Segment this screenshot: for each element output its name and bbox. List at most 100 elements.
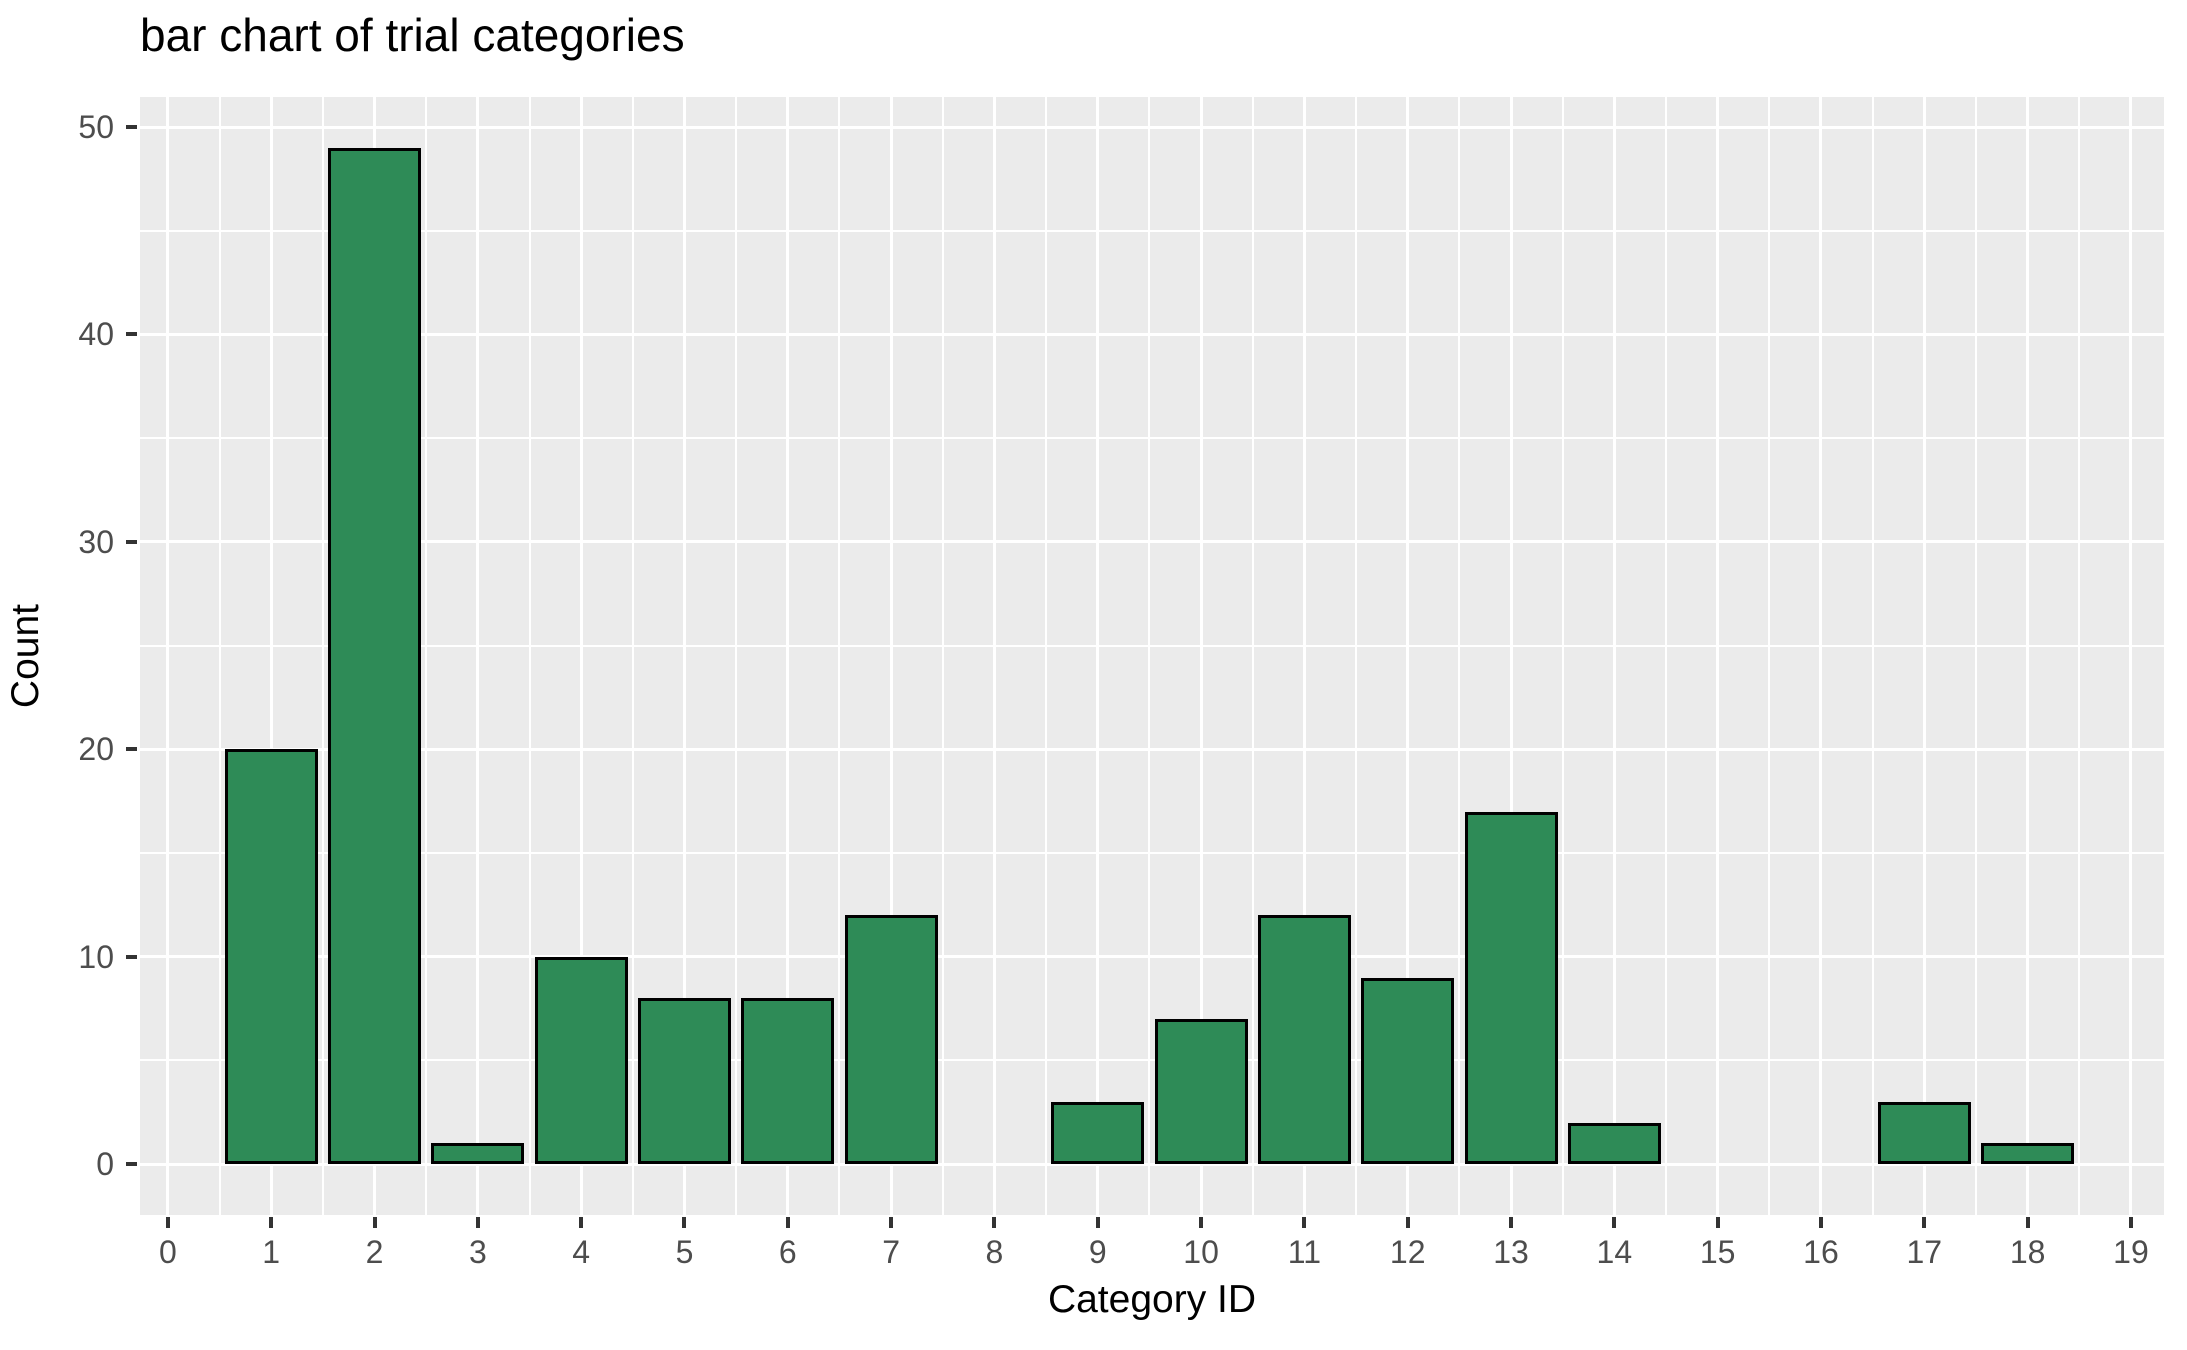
plot-title: bar chart of trial categories	[140, 9, 685, 61]
x-gridline-major	[786, 97, 790, 1215]
x-gridline-major	[476, 97, 480, 1215]
bar-category-9	[1051, 1101, 1145, 1165]
y-tick-label: 20	[78, 731, 114, 768]
x-gridline-major	[1509, 97, 1513, 1215]
y-tick-label: 40	[78, 316, 114, 353]
x-gridline-major	[682, 97, 686, 1215]
x-tick-mark	[165, 1217, 170, 1228]
y-axis-title-wrap: Count	[2, 97, 50, 1215]
x-tick-label: 1	[262, 1234, 281, 1270]
x-gridline-major	[992, 97, 996, 1215]
x-gridline-minor	[425, 97, 428, 1215]
y-tick-mark	[126, 125, 137, 130]
x-gridline-major	[1819, 97, 1823, 1215]
x-tick-mark	[682, 1217, 687, 1228]
x-gridline-minor	[528, 97, 531, 1215]
y-gridline-minor	[140, 1059, 2164, 1062]
x-gridline-major	[2026, 97, 2030, 1215]
x-gridline-major	[269, 97, 273, 1215]
x-gridline-major	[1302, 97, 1306, 1215]
x-tick-mark	[1405, 1217, 1410, 1228]
x-tick-mark	[1818, 1217, 1823, 1228]
y-gridline-major	[140, 747, 2164, 751]
bar-category-2	[328, 147, 422, 1165]
x-gridline-major	[579, 97, 583, 1215]
x-tick-label: 17	[1906, 1234, 1943, 1270]
x-gridline-major	[2129, 97, 2133, 1215]
y-gridline-major	[140, 955, 2164, 959]
x-gridline-minor	[631, 97, 634, 1215]
x-axis-title: Category ID	[1047, 1278, 1257, 1321]
x-tick-label: 5	[675, 1234, 694, 1270]
x-tick-mark	[1509, 1217, 1514, 1228]
y-tick-label: 30	[78, 523, 114, 560]
x-tick-label: 2	[365, 1234, 384, 1270]
x-tick-mark	[269, 1217, 274, 1228]
x-gridline-minor	[1974, 97, 1977, 1215]
x-gridline-minor	[218, 97, 221, 1215]
x-gridline-major	[889, 97, 893, 1215]
bar-category-12	[1361, 977, 1455, 1165]
bar-category-14	[1567, 1122, 1661, 1165]
x-gridline-major	[1612, 97, 1616, 1215]
bar-category-6	[741, 998, 835, 1165]
x-tick-label: 10	[1183, 1234, 1219, 1270]
bar-category-10	[1154, 1018, 1248, 1165]
x-tick-mark	[1612, 1217, 1617, 1228]
bar-category-13	[1464, 811, 1558, 1165]
x-tick-label: 13	[1493, 1234, 1529, 1270]
x-gridline-minor	[1665, 97, 1667, 1215]
x-gridline-minor	[1251, 97, 1254, 1215]
x-tick-mark	[1922, 1217, 1927, 1228]
x-tick-label: 4	[572, 1234, 591, 1270]
bar-category-5	[637, 998, 731, 1165]
x-gridline-minor	[1871, 97, 1874, 1215]
bar-category-7	[844, 915, 938, 1165]
x-tick-mark	[372, 1217, 377, 1228]
bar-category-4	[534, 956, 628, 1165]
y-axis-title: Count	[4, 603, 47, 709]
x-gridline-minor	[1561, 97, 1564, 1215]
x-tick-label: 16	[1803, 1234, 1839, 1270]
y-gridline-minor	[140, 437, 2164, 440]
x-gridline-minor	[321, 97, 324, 1215]
bar-category-18	[1981, 1143, 2075, 1165]
x-gridline-minor	[1355, 97, 1358, 1215]
x-tick-mark	[785, 1217, 790, 1228]
x-tick-mark	[579, 1217, 584, 1228]
x-tick-label: 12	[1389, 1234, 1426, 1270]
y-tick-mark	[126, 539, 137, 544]
x-tick-mark	[889, 1217, 894, 1228]
x-gridline-major	[166, 97, 170, 1215]
x-tick-mark	[2128, 1217, 2133, 1228]
x-tick-label: 0	[158, 1234, 177, 1270]
x-gridline-major	[1716, 97, 1720, 1215]
bar-category-11	[1257, 915, 1351, 1165]
x-gridline-minor	[735, 97, 738, 1215]
x-tick-mark	[2025, 1217, 2030, 1228]
x-tick-label: 14	[1596, 1234, 1633, 1270]
x-gridline-minor	[1768, 97, 1771, 1215]
x-tick-label: 15	[1699, 1234, 1736, 1270]
x-gridline-minor	[838, 97, 841, 1215]
y-gridline-minor	[140, 229, 2164, 232]
x-tick-mark	[1302, 1217, 1307, 1228]
x-gridline-minor	[2078, 97, 2081, 1215]
x-gridline-minor	[1458, 97, 1461, 1215]
x-gridline-minor	[941, 97, 944, 1215]
x-tick-label: 6	[778, 1234, 797, 1270]
x-tick-label: 3	[468, 1234, 487, 1270]
x-gridline-major	[1406, 97, 1410, 1215]
bar-category-1	[224, 749, 318, 1165]
y-tick-mark	[126, 954, 137, 959]
chart-panel	[140, 97, 2164, 1215]
x-gridline-minor	[1148, 97, 1151, 1215]
x-tick-label: 18	[2009, 1234, 2046, 1270]
y-tick-label: 50	[78, 109, 114, 146]
y-tick-mark	[126, 332, 137, 337]
x-tick-mark	[1095, 1217, 1100, 1228]
x-tick-mark	[1715, 1217, 1720, 1228]
x-gridline-major	[1096, 97, 1100, 1215]
bar-category-3	[431, 1143, 525, 1165]
